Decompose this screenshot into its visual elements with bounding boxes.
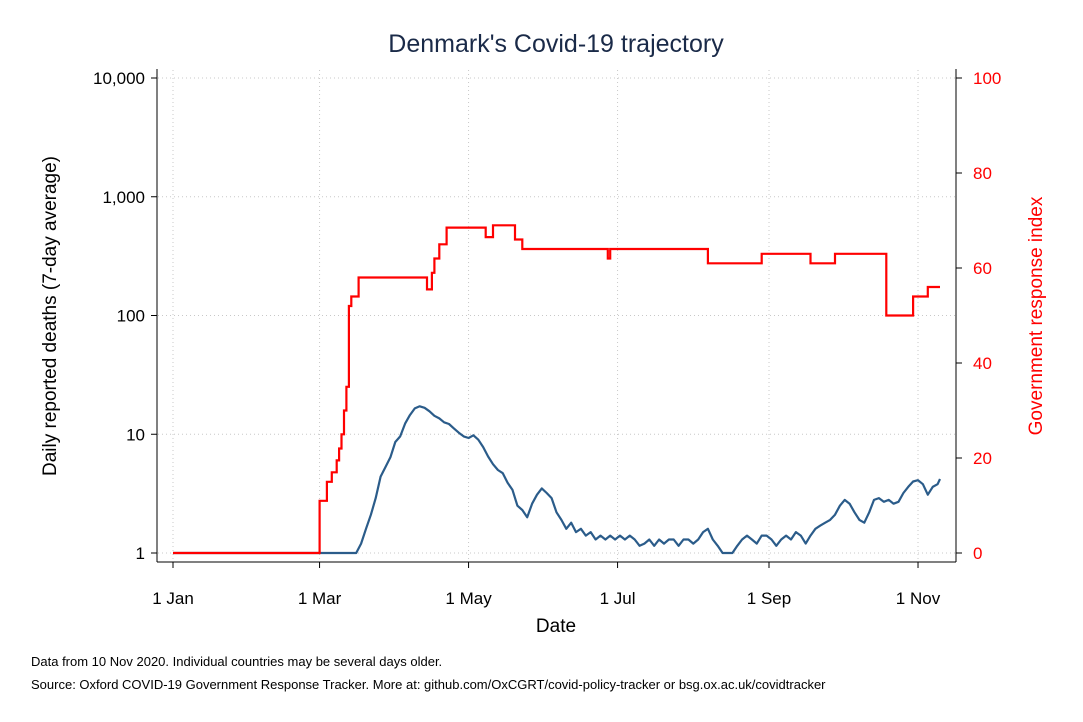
- series-lines: [173, 224, 941, 555]
- x-tick-label: 1 May: [445, 589, 492, 608]
- y-right-tick-label: 80: [973, 164, 992, 183]
- y-right-tick-label: 0: [973, 544, 982, 563]
- deaths-series-line: [173, 405, 941, 555]
- x-axis-label: Date: [536, 616, 576, 637]
- y-left-tick-label: 100: [117, 307, 145, 326]
- tick-marks: 1 10 100 1,000 10,000 0 20 40 60 80 100 1 Jan 1 Mar 1…: [93, 69, 1001, 608]
- chart-title: Denmark's Covid-19 trajectory: [388, 30, 724, 58]
- y-right-tick-label: 60: [973, 259, 992, 278]
- data-date-note: Data from 10 Nov 2020. Individual countr…: [31, 654, 443, 669]
- government-response-index-line: [173, 224, 940, 555]
- x-tick-label: 1 Jan: [152, 589, 194, 608]
- y-axis-label-right: Government response index: [1026, 196, 1047, 435]
- x-tick-label: 1 Mar: [298, 589, 342, 608]
- gridlines: [158, 70, 955, 561]
- y-left-tick-label: 10: [126, 425, 145, 444]
- y-right-tick-label: 40: [973, 354, 992, 373]
- axes: [156, 69, 957, 563]
- x-tick-label: 1 Jul: [600, 589, 636, 608]
- y-left-tick-label: 10,000: [93, 69, 145, 88]
- y-axis-label-left: Daily reported deaths (7-day average): [40, 156, 61, 476]
- y-left-tick-label: 1: [136, 544, 145, 563]
- x-tick-label: 1 Nov: [896, 589, 941, 608]
- y-right-tick-label: 20: [973, 449, 992, 468]
- y-left-tick-label: 1,000: [102, 188, 145, 207]
- x-tick-label: 1 Sep: [747, 589, 791, 608]
- source-note: Source: Oxford COVID-19 Government Respo…: [31, 677, 826, 692]
- y-right-tick-label: 100: [973, 69, 1001, 88]
